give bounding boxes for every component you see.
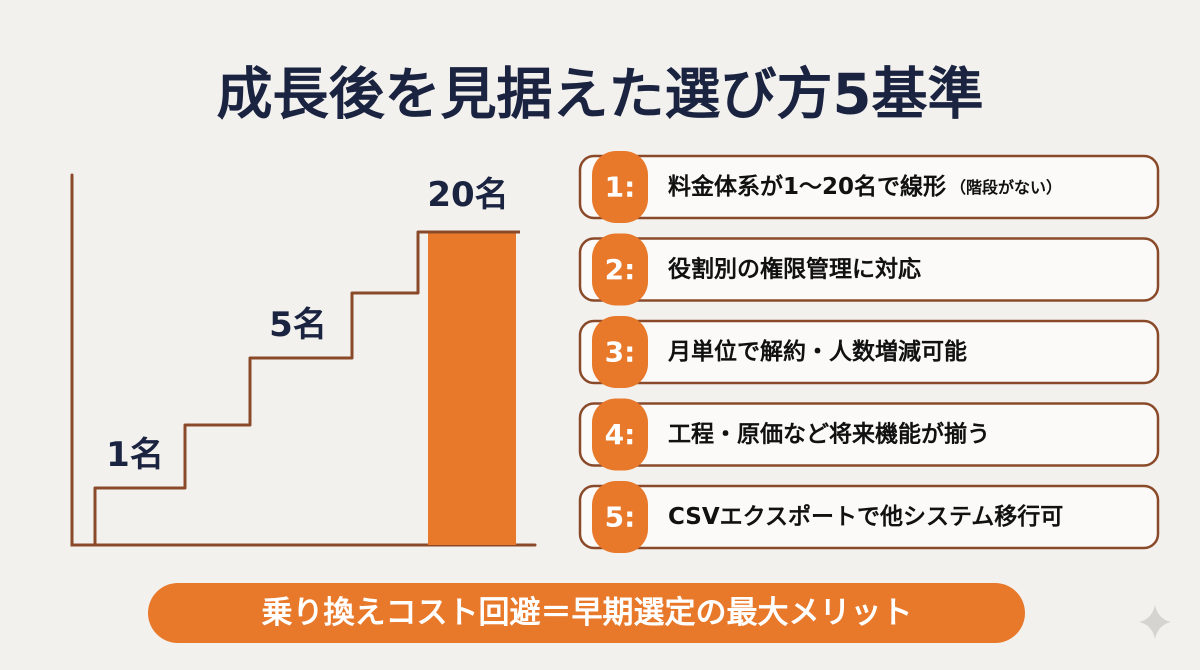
step-label: 1名 <box>106 435 164 475</box>
criterion-box <box>578 154 1160 220</box>
criterion-note: （階段がない） <box>950 178 1062 197</box>
criterion-number: 5: <box>605 501 636 534</box>
criterion-number: 3: <box>605 336 636 369</box>
staircase <box>93 230 520 545</box>
criterion-main: 工程・原価など将来機能が揃う <box>668 421 990 448</box>
criterion-text: CSVエクスポートで他システム移行可 <box>668 503 1063 530</box>
criteria-list: 1: 料金体系が1〜20名で線形 （階段がない） 2: 役割別の権限管理に対応 3: 月単位… <box>578 151 1160 553</box>
criterion-text: 料金体系が1〜20名で線形 （階段がない） <box>668 173 1062 200</box>
criterion-number: 4: <box>605 418 636 451</box>
criterion-box <box>578 237 1160 302</box>
criterion-main: 月単位で解約・人数増減可能 <box>667 338 967 365</box>
criterion-text: 月単位で解約・人数増減可能 <box>667 338 967 365</box>
criterion-box <box>578 319 1160 385</box>
criterion-box <box>578 484 1160 550</box>
number-badge <box>592 481 648 553</box>
step-label: 20名 <box>427 175 508 215</box>
highlight-bar <box>428 232 516 545</box>
criterion-text: 役割別の権限管理に対応 <box>668 256 921 283</box>
number-badge <box>592 233 648 306</box>
criterion-main: CSVエクスポートで他システム移行可 <box>668 503 1063 530</box>
criterion-number: 1: <box>605 171 636 204</box>
step-label: 5名 <box>269 305 327 345</box>
footer-banner <box>148 583 1025 643</box>
axes <box>70 173 537 547</box>
criterion-main: 料金体系が1〜20名で線形 <box>668 173 946 200</box>
title: 成長後を見据えた選び方5基準 <box>217 63 984 128</box>
criterion-box <box>578 402 1160 467</box>
criterion-text: 工程・原価など将来機能が揃う <box>668 421 990 448</box>
number-badge <box>592 398 648 471</box>
sparkle-icon <box>1139 605 1171 639</box>
number-badge <box>592 151 648 223</box>
footer-text: 乗り換えコスト回避＝早期選定の最大メリット <box>262 595 913 631</box>
criterion-main: 役割別の権限管理に対応 <box>668 256 921 283</box>
number-badge <box>592 316 648 388</box>
criterion-number: 2: <box>605 253 636 286</box>
